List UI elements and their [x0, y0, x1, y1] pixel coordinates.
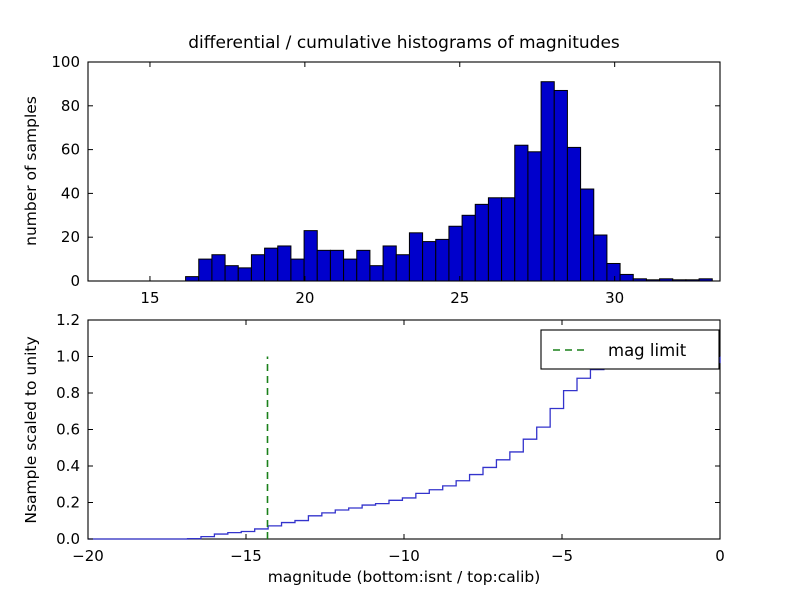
x-tick-label: 20 — [295, 289, 314, 307]
histogram-bar — [449, 226, 462, 281]
histogram-bar — [317, 250, 330, 281]
x-tick-label: 25 — [450, 289, 469, 307]
y-tick-label: 0.2 — [56, 494, 80, 512]
histogram-bar — [199, 259, 212, 281]
x-tick-label: 15 — [140, 289, 159, 307]
figure-canvas: differential / cumulative histograms of … — [0, 0, 800, 600]
histogram-bar — [646, 280, 659, 281]
y-tick-label: 20 — [61, 228, 80, 246]
figure-background — [0, 0, 800, 600]
y-tick-label: 0.4 — [56, 457, 80, 475]
histogram-bar — [620, 274, 633, 281]
histogram-bar — [304, 231, 317, 281]
y-tick-label: 80 — [61, 97, 80, 115]
histogram-bar — [396, 255, 409, 281]
y-tick-label: 60 — [61, 141, 80, 159]
histogram-bar — [278, 246, 291, 281]
histogram-bar — [186, 277, 199, 281]
y-tick-label: 0.6 — [56, 421, 80, 439]
histogram-bar — [660, 279, 673, 281]
histogram-bar — [423, 242, 436, 281]
histogram-bar — [344, 259, 357, 281]
histogram-bar — [370, 266, 383, 281]
histogram-bar — [594, 235, 607, 281]
bottom-y-axis-label: Nsample scaled to unity — [22, 336, 40, 523]
histogram-bar — [607, 263, 620, 281]
histogram-bar — [409, 233, 422, 281]
histogram-bar — [475, 204, 488, 281]
y-tick-label: 0.8 — [56, 384, 80, 402]
x-tick-label: −20 — [72, 547, 104, 565]
chart-title: differential / cumulative histograms of … — [188, 33, 620, 53]
histogram-bar — [581, 189, 594, 281]
histogram-bar — [502, 198, 515, 281]
y-tick-label: 1.2 — [56, 311, 80, 329]
legend: mag limit — [541, 330, 719, 369]
histogram-bar — [251, 255, 264, 281]
x-tick-label: −5 — [551, 547, 573, 565]
y-tick-label: 100 — [51, 53, 80, 71]
histogram-bar — [291, 259, 304, 281]
histogram-bar — [357, 250, 370, 281]
histogram-bar — [686, 280, 699, 281]
top-y-axis-label: number of samples — [22, 96, 40, 246]
histogram-bar — [541, 82, 554, 281]
histogram-bar — [225, 266, 238, 281]
histogram-bar — [212, 255, 225, 281]
legend-mag-limit-label: mag limit — [608, 341, 687, 360]
histogram-bar — [436, 239, 449, 281]
histogram-bar — [554, 90, 567, 281]
histogram-bar — [265, 248, 278, 281]
histogram-bar — [633, 279, 646, 281]
histogram-bar — [330, 250, 343, 281]
histogram-bar — [673, 280, 686, 281]
matplotlib-figure: differential / cumulative histograms of … — [0, 0, 800, 600]
histogram-bar — [528, 152, 541, 281]
y-tick-label: 40 — [61, 184, 80, 202]
y-tick-label: 0 — [70, 272, 80, 290]
y-tick-label: 1.0 — [56, 348, 80, 366]
histogram-bar — [462, 215, 475, 281]
histogram-bar — [515, 145, 528, 281]
histogram-bar — [238, 268, 251, 281]
y-tick-label: 0.0 — [56, 530, 80, 548]
x-tick-label: −15 — [230, 547, 262, 565]
x-tick-label: −10 — [388, 547, 420, 565]
x-tick-label: 0 — [715, 547, 725, 565]
histogram-bar — [488, 198, 501, 281]
histogram-bar — [383, 246, 396, 281]
histogram-bar — [699, 279, 712, 281]
histogram-bar — [567, 147, 580, 281]
x-tick-label: 30 — [605, 289, 624, 307]
bottom-x-axis-label: magnitude (bottom:isnt / top:calib) — [268, 568, 541, 586]
